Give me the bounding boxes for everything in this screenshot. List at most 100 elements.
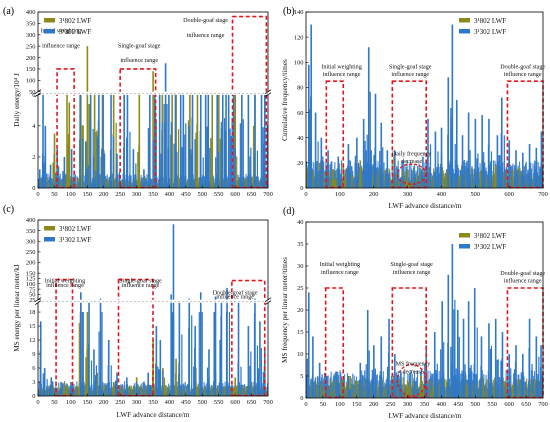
bar-olive xyxy=(93,94,96,188)
bar-olive xyxy=(452,378,454,398)
bar-blue xyxy=(260,347,262,396)
bar-blue xyxy=(340,173,342,188)
y-axis-label: Cumulative frequency/times xyxy=(281,59,289,141)
bar-blue xyxy=(508,159,510,188)
bar-blue xyxy=(159,371,161,396)
bar-fill xyxy=(417,388,419,398)
bar-fill xyxy=(330,161,332,188)
bar-blue xyxy=(84,141,87,188)
bar-blue xyxy=(39,350,41,396)
bar-olive xyxy=(493,173,495,188)
x-tick-label: 250 xyxy=(115,399,125,406)
bar-fill xyxy=(489,161,492,188)
y-tick-label: 40 xyxy=(297,219,303,226)
bar-blue xyxy=(455,368,457,398)
bar-blue xyxy=(527,169,529,188)
axis-break-gap xyxy=(35,91,271,95)
bar-blue xyxy=(514,361,517,398)
bar-olive xyxy=(250,382,253,396)
bar-blue xyxy=(158,369,160,396)
bar-blue xyxy=(317,141,319,188)
x-tick-label: 100 xyxy=(66,399,76,406)
bar-blue xyxy=(499,155,501,188)
bar-blue xyxy=(234,147,236,188)
bar-blue xyxy=(166,104,168,188)
bar-fill xyxy=(218,382,220,396)
y-tick-label: 40 xyxy=(297,135,303,142)
bar-blue xyxy=(350,388,352,398)
bar-blue xyxy=(466,160,468,188)
annotation: Initial weighting xyxy=(320,262,360,268)
bar-fill xyxy=(62,383,64,396)
x-tick-label: 150 xyxy=(82,191,92,198)
bar-fill xyxy=(238,177,241,188)
bar-blue xyxy=(266,124,268,188)
bar-fill xyxy=(402,377,404,398)
bar-blue xyxy=(450,107,452,188)
bar-olive xyxy=(138,145,140,188)
bar-olive xyxy=(86,46,89,188)
bar-blue xyxy=(159,340,162,396)
bar-blue xyxy=(335,371,338,398)
bar-olive xyxy=(137,152,139,188)
y-tick-label: 100 xyxy=(26,281,36,288)
bar-olive xyxy=(233,388,235,396)
x-tick-label: 700 xyxy=(538,401,548,408)
bar-olive xyxy=(423,180,425,188)
bar-fill xyxy=(484,170,486,188)
bar-fill xyxy=(371,165,373,188)
x-tick-label: 600 xyxy=(230,399,240,406)
bar-blue xyxy=(379,150,381,188)
bar-fill xyxy=(108,176,110,188)
break-mark xyxy=(264,92,272,98)
bar-blue xyxy=(349,171,351,188)
decrease-circle xyxy=(396,363,427,397)
bar-fill xyxy=(124,381,126,396)
x-tick-label: 550 xyxy=(214,191,224,198)
bar-blue xyxy=(318,376,320,398)
bar-blue xyxy=(447,342,449,398)
bar-blue xyxy=(178,362,180,396)
bar-olive xyxy=(115,122,117,188)
bar-fill xyxy=(369,380,371,398)
x-tick-label: 500 xyxy=(470,401,480,408)
bar-fill xyxy=(321,160,323,188)
x-tick-label: 0 xyxy=(304,191,307,198)
bar-fill xyxy=(398,168,400,188)
bar-fill xyxy=(377,161,379,188)
bar-blue xyxy=(440,127,443,188)
bar-blue xyxy=(150,385,152,396)
legend-label: 3¹802 LWF xyxy=(474,232,506,240)
bar-blue xyxy=(160,153,162,188)
bar-fill xyxy=(421,381,423,398)
x-axis-label: LWF advance distance/m xyxy=(117,411,190,419)
y-tick-label: 25 xyxy=(29,297,35,304)
bar-blue xyxy=(59,391,61,396)
annotation: Single-goaf stage xyxy=(118,42,161,49)
bar-blue xyxy=(473,364,475,398)
range-box xyxy=(56,68,75,189)
bar-blue xyxy=(474,118,477,188)
bar-fill xyxy=(313,170,315,188)
bar-fill xyxy=(306,167,308,188)
bar-fill xyxy=(429,371,431,398)
y-tick-label: 350 xyxy=(26,228,36,235)
bar-blue xyxy=(95,365,98,396)
bar-fill xyxy=(156,177,158,188)
bar-blue xyxy=(369,91,371,188)
bar-blue xyxy=(400,182,402,188)
annotation: MS frequency xyxy=(396,360,432,367)
bar-blue xyxy=(347,144,350,188)
panel-d: (d)0 50 100 150 200 250 300 350 400 450 500 550 600 6… xyxy=(281,206,548,420)
bar-fill xyxy=(143,381,145,396)
bar-olive xyxy=(195,132,197,188)
bar-blue xyxy=(454,144,456,188)
x-tick-label: 300 xyxy=(132,399,142,406)
bar-blue xyxy=(55,172,57,188)
bar-blue xyxy=(366,310,369,398)
x-tick-label: 0 xyxy=(36,399,39,406)
y-tick-label: 6 xyxy=(32,365,35,372)
bar-blue xyxy=(497,359,499,398)
bar-fill xyxy=(363,375,365,398)
bar-blue xyxy=(259,321,261,396)
